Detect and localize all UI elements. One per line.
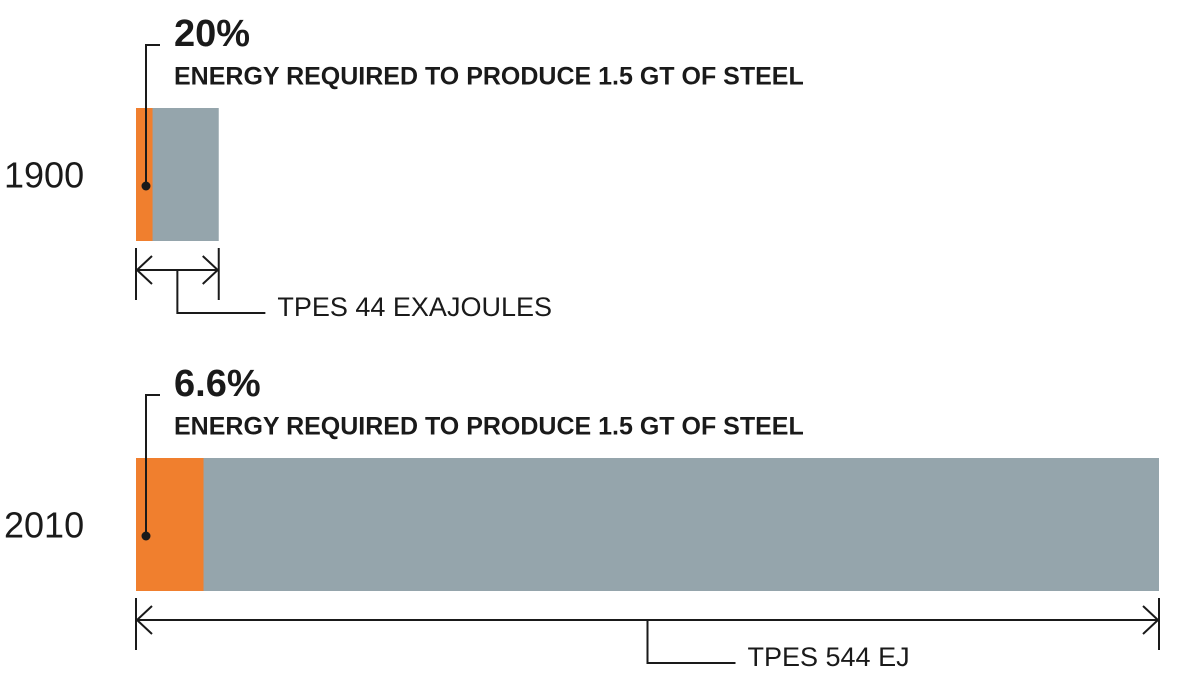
caption: ENERGY REQUIRED TO PRODUCE 1.5 GT OF STE… <box>174 63 804 91</box>
total-label: TPES 44 EXAJOULES <box>277 292 552 322</box>
total-label: TPES 544 EJ <box>748 642 910 672</box>
arrow <box>1142 605 1160 635</box>
caption: ENERGY REQUIRED TO PRODUCE 1.5 GT OF STE… <box>174 413 804 441</box>
share-label: 20% <box>174 13 250 55</box>
total-bar <box>136 458 1159 591</box>
share-label: 6.6% <box>174 363 261 405</box>
year-label: 2010 <box>4 505 84 546</box>
leader <box>145 44 160 186</box>
leader <box>145 394 160 536</box>
share-bar <box>136 458 204 591</box>
year-label: 1900 <box>4 155 84 196</box>
share-bar <box>136 108 153 241</box>
connector <box>646 620 736 664</box>
arrow <box>202 255 220 285</box>
leader-dot <box>141 181 151 191</box>
arrow <box>135 255 153 285</box>
arrow <box>135 605 153 635</box>
connector <box>176 270 266 314</box>
leader-dot <box>141 531 151 541</box>
